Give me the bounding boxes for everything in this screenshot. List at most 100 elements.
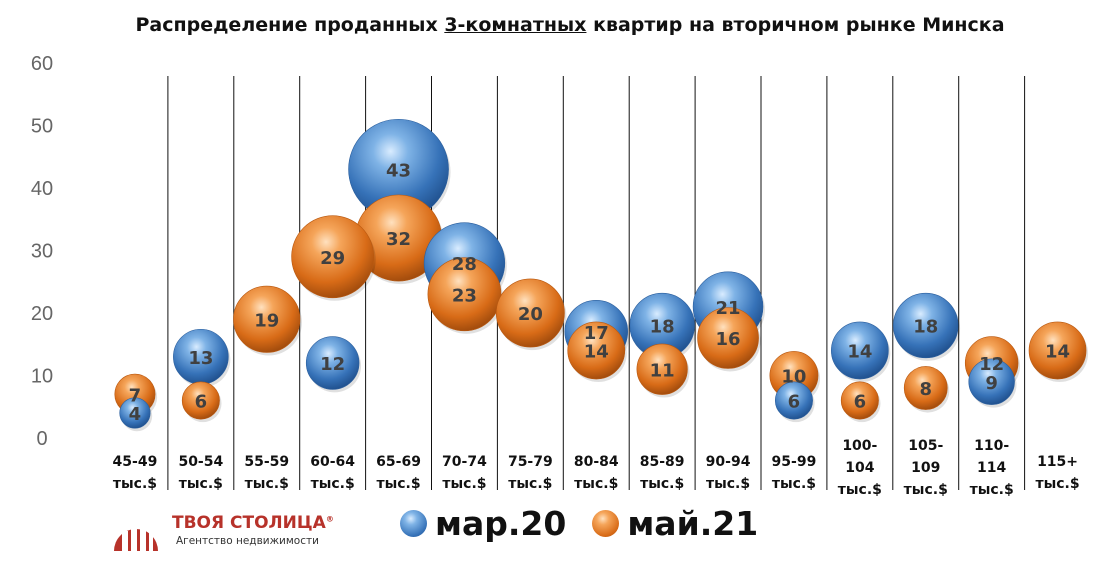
bubble-series-1: [181, 381, 220, 420]
data-label-series-0: 6: [788, 392, 801, 413]
x-tick-label: 109: [911, 460, 940, 476]
data-label-series-1: 32: [386, 229, 411, 250]
x-tick-label: тыс.$: [970, 482, 1014, 498]
x-tick-label: тыс.$: [706, 476, 750, 492]
bubble-series-0: [968, 358, 1015, 405]
x-tick-label: 80-84: [574, 454, 619, 470]
x-tick-label: тыс.$: [574, 476, 618, 492]
y-tick-label: 10: [31, 366, 53, 388]
logo-tagline: Агентство недвижимости: [176, 535, 319, 547]
x-tick-label: 100-: [842, 438, 877, 454]
data-label-series-1: 6: [854, 392, 867, 413]
data-label-series-1: 14: [1045, 342, 1070, 363]
bubble-series-1: [1028, 321, 1087, 380]
x-tick-label: 114: [977, 460, 1006, 476]
x-tick-label: 70-74: [442, 454, 487, 470]
x-tick-label: 110-: [974, 438, 1009, 454]
chart-title: Распределение проданных 3-комнатных квар…: [0, 14, 1100, 36]
data-label-series-1: 7: [129, 385, 142, 406]
y-tick-label: 0: [36, 428, 47, 450]
bubble-series-0: [305, 336, 360, 390]
bubble-series-0: [831, 321, 889, 380]
y-tick-label: 50: [31, 116, 53, 138]
bubble-series-1: [840, 381, 879, 420]
x-tick-label: 75-79: [508, 454, 553, 470]
x-tick-label: 85-89: [640, 454, 685, 470]
legend-marker-series-1: [592, 510, 620, 537]
bubble-series-1: [903, 366, 948, 410]
x-tick-label: 105-: [908, 438, 943, 454]
legend: мар.20 май.21: [400, 504, 784, 543]
logo-name-text: ТВОЯ СТОЛИЦА: [172, 513, 326, 533]
bubble-series-1: [567, 321, 626, 380]
data-label-series-0: 18: [650, 317, 675, 338]
x-tick-label: 55-59: [244, 454, 289, 470]
title-text-end: квартир на вторичном рынке Минска: [586, 14, 1005, 36]
bubble-series-1: [427, 257, 502, 332]
data-label-series-0: 14: [847, 342, 872, 363]
data-label-series-1: 19: [254, 310, 279, 331]
y-tick-label: 20: [31, 303, 53, 325]
data-label-series-0: 18: [913, 317, 938, 338]
data-label-series-1: 10: [781, 367, 806, 388]
x-tick-label: 90-94: [706, 454, 751, 470]
bubbles: 43 32 29 28 23 21 20 19 18 18 17 16 14 14 14 13 12 12 11 10…: [114, 118, 1089, 432]
legend-label-series-1: май.21: [627, 504, 759, 543]
y-tick-label: 30: [31, 241, 53, 263]
legend-item-series-1: май.21: [592, 504, 758, 543]
x-tick-label: тыс.$: [311, 476, 355, 492]
x-tick-label: 50-54: [178, 454, 223, 470]
x-tick-label: тыс.$: [113, 476, 157, 492]
brand-logo: ТВОЯ СТОЛИЦА® Агентство недвижимости: [110, 505, 370, 551]
x-tick-label: 60-64: [310, 454, 355, 470]
data-label-series-1: 12: [979, 354, 1004, 375]
x-tick-label: тыс.$: [838, 482, 882, 498]
x-tick-label: тыс.$: [772, 476, 816, 492]
x-tick-label: тыс.$: [508, 476, 552, 492]
bubble-series-1: [697, 307, 759, 369]
data-label-series-1: 11: [650, 360, 675, 381]
data-label-series-1: 29: [320, 248, 345, 269]
data-label-series-0: 43: [386, 160, 411, 181]
data-label-series-1: 8: [919, 379, 932, 400]
title-text-start: Распределение проданных: [135, 14, 445, 36]
data-label-series-1: 20: [518, 304, 543, 325]
x-tick-label: 104: [845, 460, 874, 476]
bubble-series-1: [233, 285, 301, 353]
x-axis: 45-49 тыс.$ 50-54 тыс.$ 55-59 тыс.$ 60-64 тыс.$…: [113, 438, 1080, 498]
logo-registered-mark: ®: [325, 514, 334, 524]
legend-marker-series-0: [400, 510, 427, 537]
bubble-series-0: [119, 397, 151, 429]
legend-item-series-0: мар.20: [400, 504, 566, 543]
x-tick-label: тыс.$: [442, 476, 486, 492]
y-tick-label: 40: [31, 178, 53, 200]
data-label-series-0: 12: [320, 354, 345, 375]
y-tick-label: 60: [31, 53, 53, 75]
bubble-series-1: [291, 215, 375, 299]
title-text-underlined: 3-комнатных: [444, 14, 587, 36]
data-label-series-1: 14: [584, 342, 609, 363]
data-label-series-0: 28: [452, 254, 477, 275]
legend-label-series-0: мар.20: [435, 504, 567, 543]
category-dividers: [167, 76, 1026, 490]
bubble-series-0: [893, 292, 959, 359]
x-tick-label: тыс.$: [1035, 476, 1079, 492]
x-tick-label: тыс.$: [245, 476, 289, 492]
x-tick-label: тыс.$: [179, 476, 223, 492]
data-label-series-1: 16: [716, 329, 741, 350]
data-label-series-0: 21: [716, 298, 741, 319]
data-label-series-0: 13: [188, 348, 213, 369]
data-label-series-0: 9: [985, 373, 998, 394]
logo-name: ТВОЯ СТОЛИЦА®: [172, 513, 334, 533]
data-label-series-0: 4: [129, 404, 142, 425]
x-tick-label: 95-99: [772, 454, 817, 470]
x-tick-label: тыс.$: [376, 476, 420, 492]
bubble-series-0: [774, 381, 813, 420]
data-label-series-1: 6: [195, 392, 208, 413]
x-tick-label: 115+: [1037, 454, 1078, 470]
x-tick-label: тыс.$: [904, 482, 948, 498]
bubble-series-1: [495, 278, 565, 348]
x-tick-label: 65-69: [376, 454, 421, 470]
building-logo-icon: [114, 516, 158, 551]
